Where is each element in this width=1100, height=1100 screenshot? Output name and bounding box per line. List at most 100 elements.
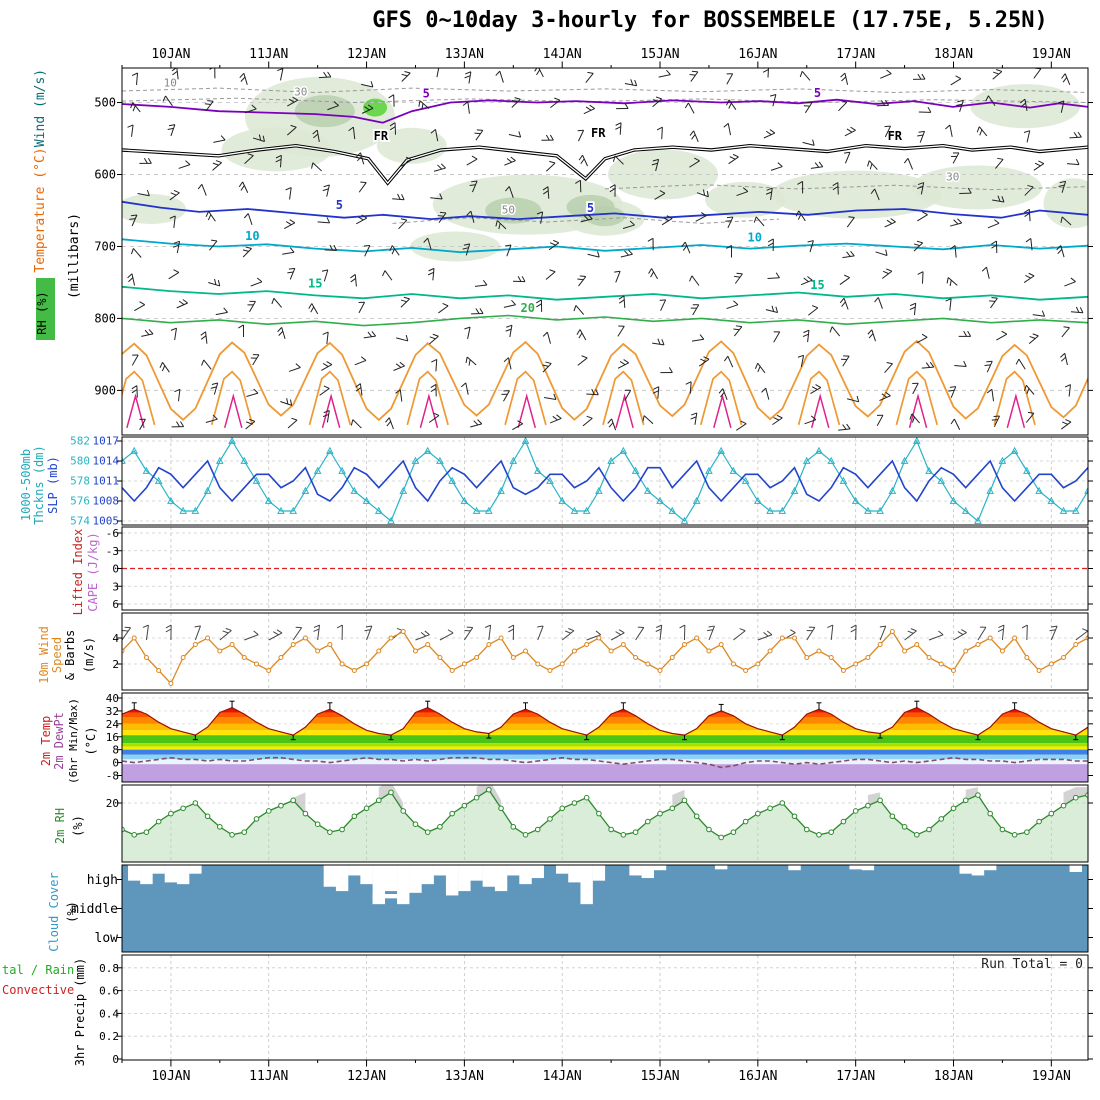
svg-text:10: 10 (748, 230, 762, 244)
svg-text:15: 15 (308, 276, 322, 290)
day-label-bottom: 15JAN (640, 1069, 679, 1084)
minmax-axis-label: (6hr Min/Max) (67, 698, 80, 784)
svg-text:15: 15 (810, 278, 824, 292)
degc-axis-label: (°C) (84, 727, 98, 756)
temperature-contours: 5 5 FR FR FR 5 5 10 10 15 15 20 (122, 84, 1088, 327)
lifted-index-axis-label: Lifted Index (71, 529, 85, 616)
panel-stability: -6 -3 0 3 6 (106, 526, 1093, 611)
cloud-axis-label: Cloud Cover (47, 872, 61, 951)
time-axis: 10JAN 10JAN 11JAN 11JAN 12JAN 12JAN 13JAN 13JAN… (121, 47, 1071, 1084)
temp-tick: 8 (112, 744, 119, 757)
li-tick: -3 (106, 545, 119, 558)
svg-text:30: 30 (294, 85, 307, 98)
pressure-tick: 500 (94, 96, 116, 110)
total-rain-label: tal / Rain (2, 963, 74, 977)
run-total-label: Run Total = 0 (981, 957, 1083, 972)
temperature-axis-label: Temperature (°C) (33, 147, 48, 272)
thickness-axis-label-2: Thckns (dm) (32, 445, 46, 524)
cloud-unit-label: (%) (65, 901, 79, 923)
day-label-top: 11JAN (249, 47, 288, 62)
slp-axis-label: SLP (mb) (46, 456, 60, 514)
svg-text:5: 5 (814, 86, 821, 100)
li-tick: 6 (112, 598, 119, 611)
rh2m-unit-label: (%) (71, 815, 85, 837)
day-label-bottom: 17JAN (836, 1069, 875, 1084)
day-label-top: 12JAN (347, 47, 386, 62)
precip-tick: 0.4 (99, 1007, 119, 1020)
day-label-bottom: 16JAN (738, 1069, 777, 1084)
wind10m-axis-label-2: Speed (50, 637, 64, 673)
svg-text:20: 20 (520, 301, 534, 315)
day-label-top: 15JAN (640, 47, 679, 62)
panel-upper-air-frame: 500 600 700 800 900 (94, 67, 1093, 436)
temp-tick: 40 (106, 692, 119, 705)
pressure-tick: 800 (94, 311, 116, 325)
day-label-top: 17JAN (836, 47, 875, 62)
panel-rh2m: 20 (106, 784, 1093, 863)
rh-legend-box (36, 278, 55, 340)
panel-slp-thickness: 1017 1014 1011 1008 1005 582 580 578 576 574 (70, 435, 1093, 528)
rh-shading-layer (122, 76, 1088, 262)
surface-wind-barbs-layer (122, 624, 1088, 641)
slp-tick: 1011 (93, 475, 120, 488)
li-tick: -6 (106, 527, 119, 540)
cloud-bars (128, 865, 1082, 905)
li-tick: 3 (112, 580, 119, 593)
slp-tick: 1008 (93, 495, 120, 508)
cloud-level-label: high (87, 873, 118, 888)
temp-color-bands (122, 707, 1088, 782)
rh-axis-label: RH (%) (35, 291, 49, 334)
wind10m-axis-label-1: 10m Wind (37, 626, 51, 684)
svg-text:FR: FR (888, 129, 903, 143)
svg-text:5: 5 (423, 87, 430, 101)
millibars-axis-label: (millibars) (67, 213, 82, 299)
wind-axis-label: Wind (m/s) (33, 69, 48, 147)
pressure-tick: 900 (94, 383, 116, 397)
wind-tick: 2 (112, 658, 119, 671)
precip-tick: 0.6 (99, 985, 119, 998)
panel-wind10m: 42 (112, 612, 1093, 691)
precip-axis-label: 3hr Precip (mm) (73, 958, 87, 1066)
slp-tick: 1017 (93, 435, 120, 448)
svg-text:30: 30 (946, 170, 959, 183)
panel-upper-air: 10 30 50 30 5 5 FR FR FR 5 5 10 10 15 15 20 (122, 68, 1088, 431)
panel-precip: 0.8 0.6 0.4 0.2 0 Run Total = 0 (99, 954, 1093, 1066)
precip-tick: 0.8 (99, 962, 119, 975)
thickness-tick: 576 (70, 495, 90, 508)
axis-titles: Wind (m/s)Temperature (°C) RH (%) (milliba… (2, 69, 100, 1066)
svg-text:50: 50 (502, 203, 515, 216)
gray-rh-contours: 10 30 50 30 (122, 75, 1088, 224)
svg-text:5: 5 (587, 201, 594, 215)
slp-tick: 1005 (93, 515, 120, 528)
temp-tick: 0 (112, 757, 119, 770)
thickness-tick: 578 (70, 475, 90, 488)
svg-text:5: 5 (336, 198, 343, 212)
chart-title: GFS 0~10day 3-hourly for BOSSEMBELE (17.… (372, 8, 1048, 33)
day-label-top: 16JAN (738, 47, 777, 62)
temp-tick: 24 (106, 718, 120, 731)
rh-tick: 20 (106, 797, 119, 810)
day-label-bottom: 13JAN (445, 1069, 484, 1084)
temp-tick: 16 (106, 731, 119, 744)
temp-tick: -8 (106, 770, 119, 783)
day-label-top: 18JAN (934, 47, 973, 62)
cloud-level-label: middle (71, 902, 118, 917)
cape-axis-label: CAPE (J/kg) (86, 532, 100, 611)
thickness-tick: 580 (70, 455, 90, 468)
slp-tick: 1014 (93, 455, 120, 468)
svg-text:FR: FR (591, 126, 606, 140)
wind10m-axis-label-3: & Barbs (63, 630, 77, 681)
pressure-tick: 600 (94, 168, 116, 182)
temp2m-axis-label: 2m Temp (39, 716, 53, 767)
precip-tick: 0 (112, 1053, 119, 1066)
day-label-top: 13JAN (445, 47, 484, 62)
dewpt-axis-label: 2m DewPt (52, 712, 66, 770)
day-label-bottom: 18JAN (934, 1069, 973, 1084)
li-tick: 0 (112, 563, 119, 576)
day-label-top: 19JAN (1032, 47, 1071, 62)
panel-cloud-cover: high middle low (71, 864, 1093, 953)
svg-text:10: 10 (245, 229, 259, 243)
